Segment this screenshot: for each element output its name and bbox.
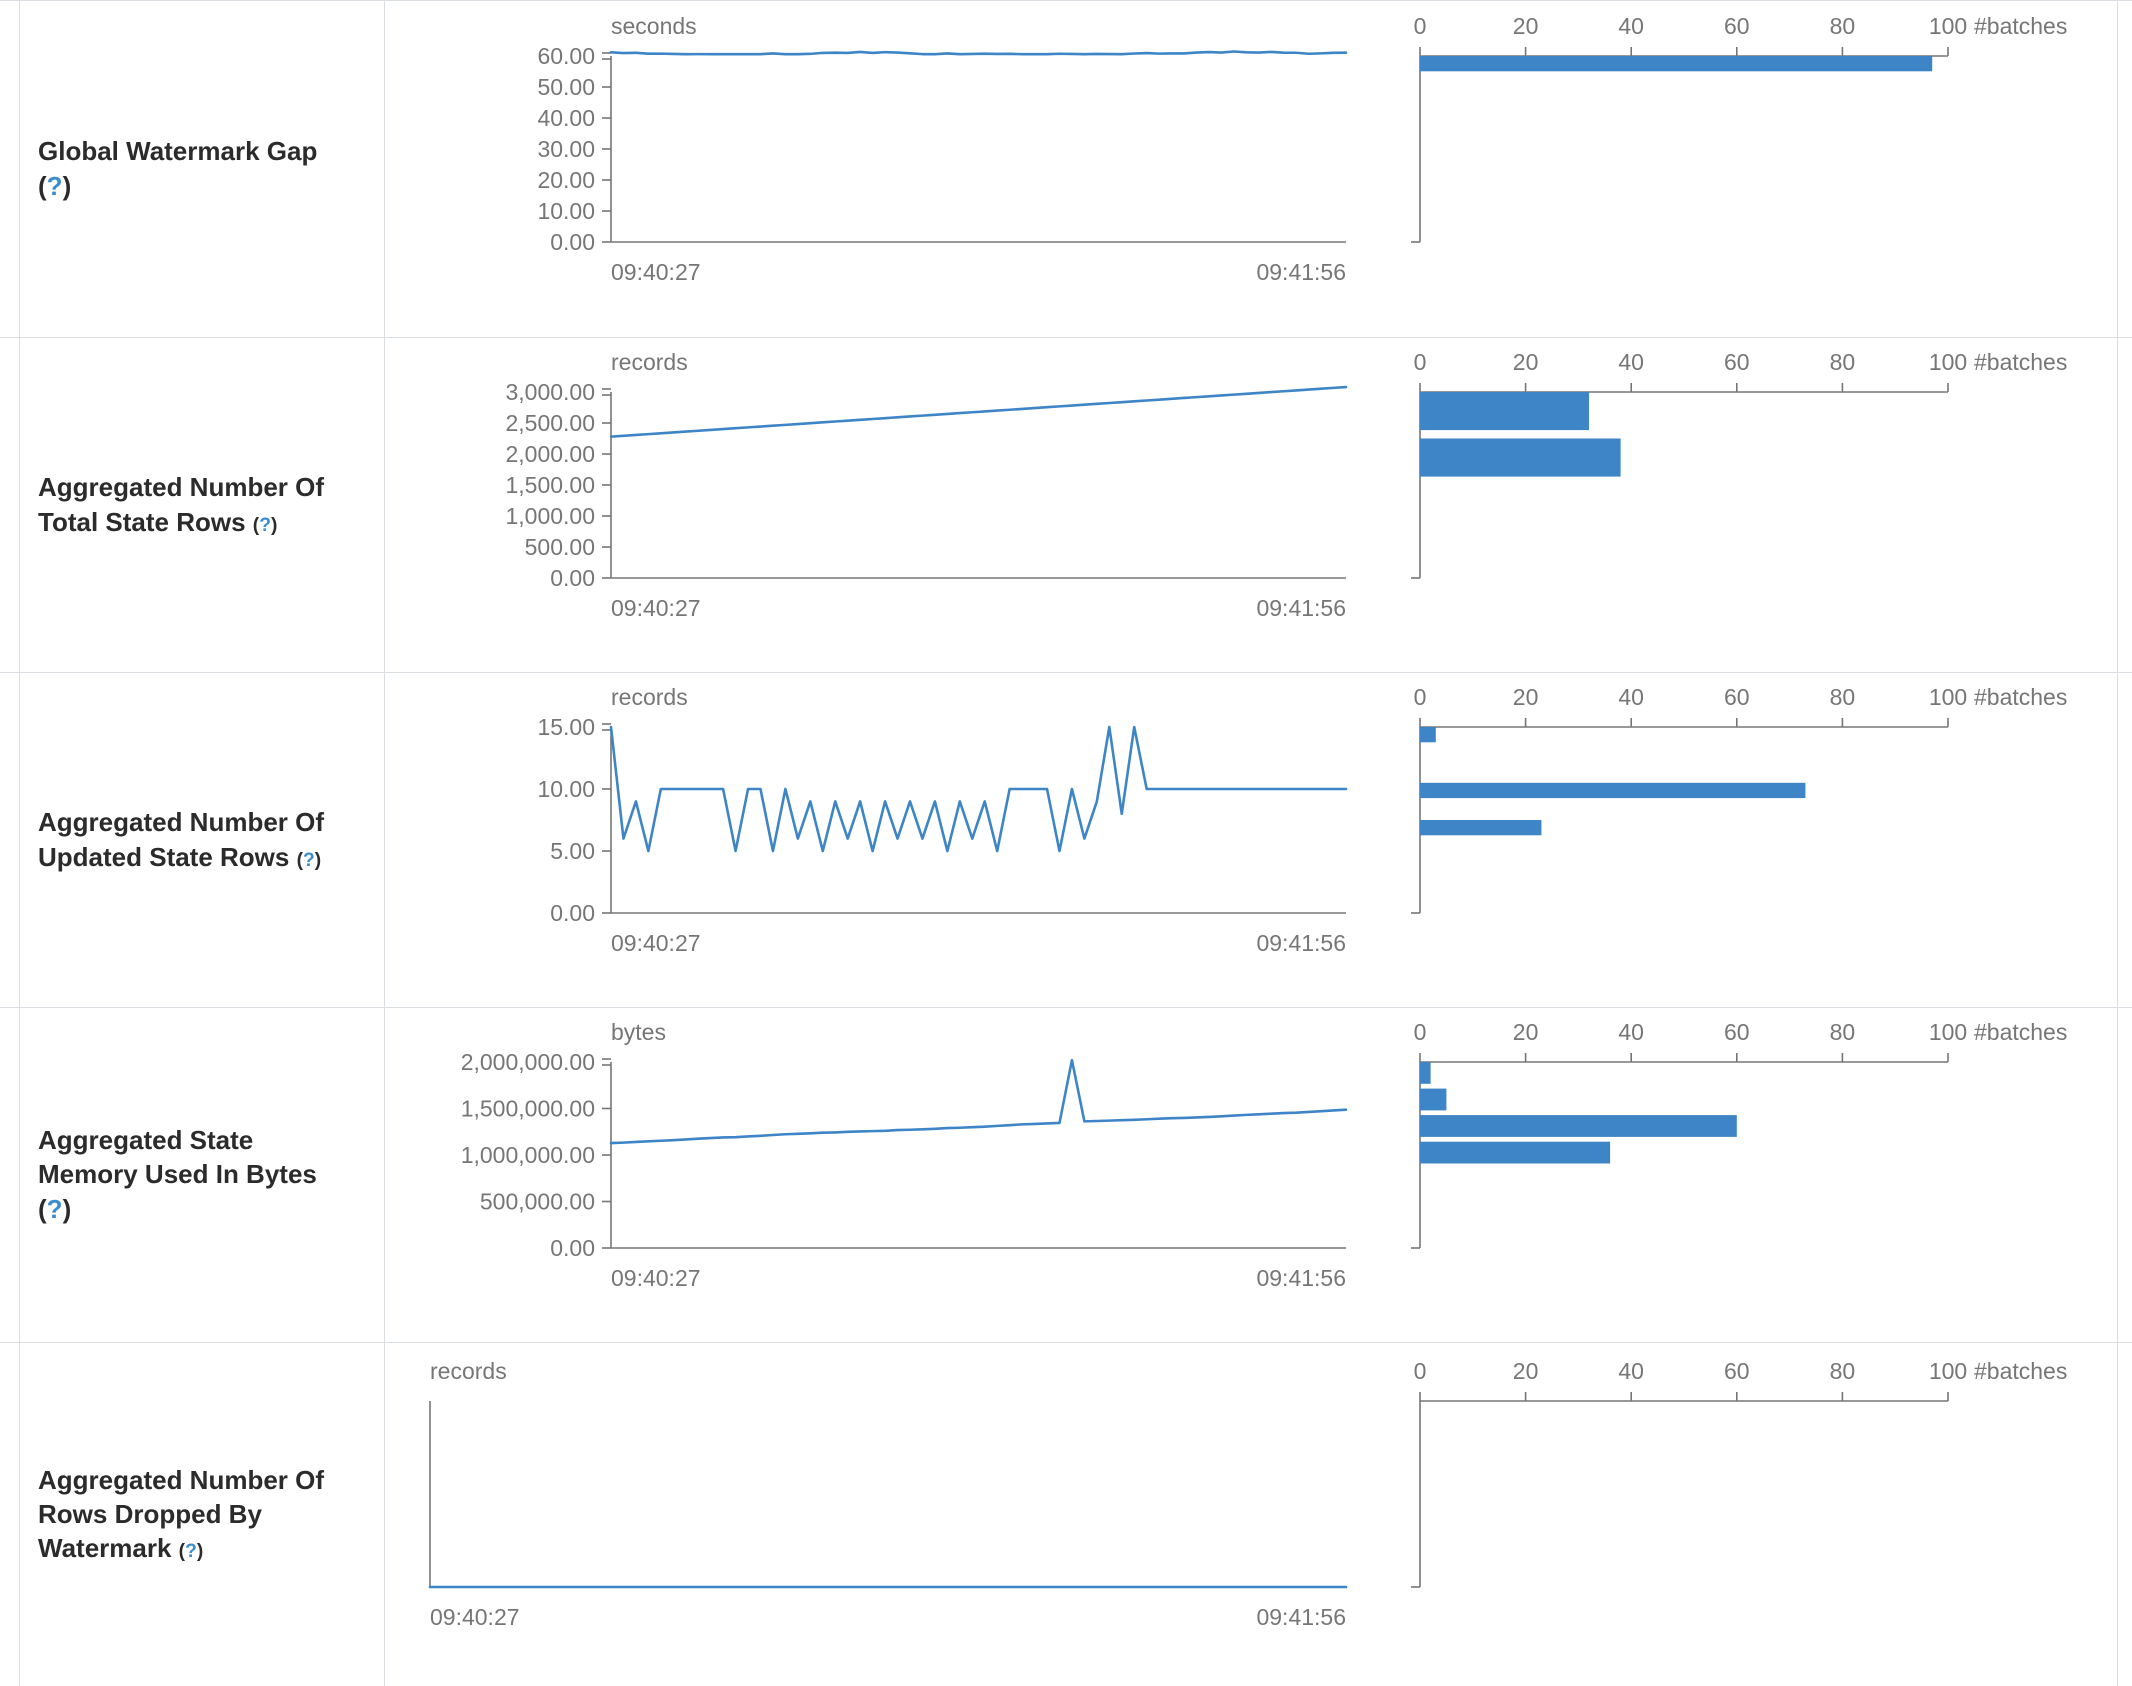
svg-text:100: 100 xyxy=(1929,684,1967,710)
svg-text:40: 40 xyxy=(1618,1358,1644,1384)
svg-text:seconds: seconds xyxy=(611,13,697,39)
svg-text:80: 80 xyxy=(1830,684,1856,710)
svg-text:0.00: 0.00 xyxy=(550,900,595,926)
svg-text:09:41:56: 09:41:56 xyxy=(1256,1604,1346,1630)
svg-text:30.00: 30.00 xyxy=(537,136,595,162)
svg-text:bytes: bytes xyxy=(611,1019,666,1045)
svg-text:40: 40 xyxy=(1618,684,1644,710)
svg-text:1,000.00: 1,000.00 xyxy=(505,503,595,529)
svg-text:0: 0 xyxy=(1414,1358,1427,1384)
svg-text:100: 100 xyxy=(1929,13,1967,39)
svg-text:09:41:56: 09:41:56 xyxy=(1256,259,1346,285)
svg-text:80: 80 xyxy=(1830,1358,1856,1384)
svg-text:records: records xyxy=(611,684,688,710)
svg-text:20: 20 xyxy=(1513,1358,1539,1384)
svg-text:80: 80 xyxy=(1830,349,1856,375)
svg-text:10.00: 10.00 xyxy=(537,198,595,224)
svg-text:09:40:27: 09:40:27 xyxy=(611,595,701,621)
svg-text:2,000,000.00: 2,000,000.00 xyxy=(461,1049,595,1075)
svg-text:100: 100 xyxy=(1929,1019,1967,1045)
svg-text:80: 80 xyxy=(1830,1019,1856,1045)
svg-text:1,500,000.00: 1,500,000.00 xyxy=(461,1095,595,1121)
svg-text:1,500.00: 1,500.00 xyxy=(505,472,595,498)
svg-text:500.00: 500.00 xyxy=(525,534,595,560)
svg-text:#batches: #batches xyxy=(1974,13,2067,39)
svg-text:50.00: 50.00 xyxy=(537,74,595,100)
svg-text:40: 40 xyxy=(1618,349,1644,375)
svg-text:60: 60 xyxy=(1724,1358,1750,1384)
svg-text:09:40:27: 09:40:27 xyxy=(430,1604,520,1630)
svg-text:09:41:56: 09:41:56 xyxy=(1256,595,1346,621)
svg-text:0.00: 0.00 xyxy=(550,565,595,591)
svg-text:60: 60 xyxy=(1724,684,1750,710)
svg-text:records: records xyxy=(430,1358,507,1384)
svg-text:0: 0 xyxy=(1414,684,1427,710)
svg-text:40: 40 xyxy=(1618,13,1644,39)
svg-text:2,500.00: 2,500.00 xyxy=(505,410,595,436)
svg-text:09:41:56: 09:41:56 xyxy=(1256,930,1346,956)
svg-text:records: records xyxy=(611,349,688,375)
svg-text:09:41:56: 09:41:56 xyxy=(1256,1265,1346,1291)
svg-text:09:40:27: 09:40:27 xyxy=(611,930,701,956)
svg-text:3,000.00: 3,000.00 xyxy=(505,379,595,405)
svg-text:60: 60 xyxy=(1724,349,1750,375)
svg-text:0: 0 xyxy=(1414,13,1427,39)
svg-text:20: 20 xyxy=(1513,684,1539,710)
svg-text:1,000,000.00: 1,000,000.00 xyxy=(461,1142,595,1168)
svg-text:60: 60 xyxy=(1724,1019,1750,1045)
svg-text:0: 0 xyxy=(1414,1019,1427,1045)
svg-text:0.00: 0.00 xyxy=(550,1235,595,1261)
svg-text:20: 20 xyxy=(1513,349,1539,375)
svg-text:60.00: 60.00 xyxy=(537,43,595,69)
svg-text:20: 20 xyxy=(1513,13,1539,39)
svg-text:100: 100 xyxy=(1929,349,1967,375)
svg-text:100: 100 xyxy=(1929,1358,1967,1384)
svg-text:09:40:27: 09:40:27 xyxy=(611,1265,701,1291)
svg-text:80: 80 xyxy=(1830,13,1856,39)
svg-text:#batches: #batches xyxy=(1974,684,2067,710)
svg-text:09:40:27: 09:40:27 xyxy=(611,259,701,285)
svg-text:500,000.00: 500,000.00 xyxy=(480,1188,595,1214)
svg-text:20.00: 20.00 xyxy=(537,167,595,193)
svg-text:2,000.00: 2,000.00 xyxy=(505,441,595,467)
svg-text:0: 0 xyxy=(1414,349,1427,375)
svg-text:40: 40 xyxy=(1618,1019,1644,1045)
svg-text:5.00: 5.00 xyxy=(550,838,595,864)
svg-text:0.00: 0.00 xyxy=(550,229,595,255)
svg-text:20: 20 xyxy=(1513,1019,1539,1045)
svg-text:10.00: 10.00 xyxy=(537,776,595,802)
svg-text:60: 60 xyxy=(1724,13,1750,39)
svg-text:40.00: 40.00 xyxy=(537,105,595,131)
svg-text:15.00: 15.00 xyxy=(537,714,595,740)
svg-text:#batches: #batches xyxy=(1974,1019,2067,1045)
svg-text:#batches: #batches xyxy=(1974,349,2067,375)
svg-text:#batches: #batches xyxy=(1974,1358,2067,1384)
